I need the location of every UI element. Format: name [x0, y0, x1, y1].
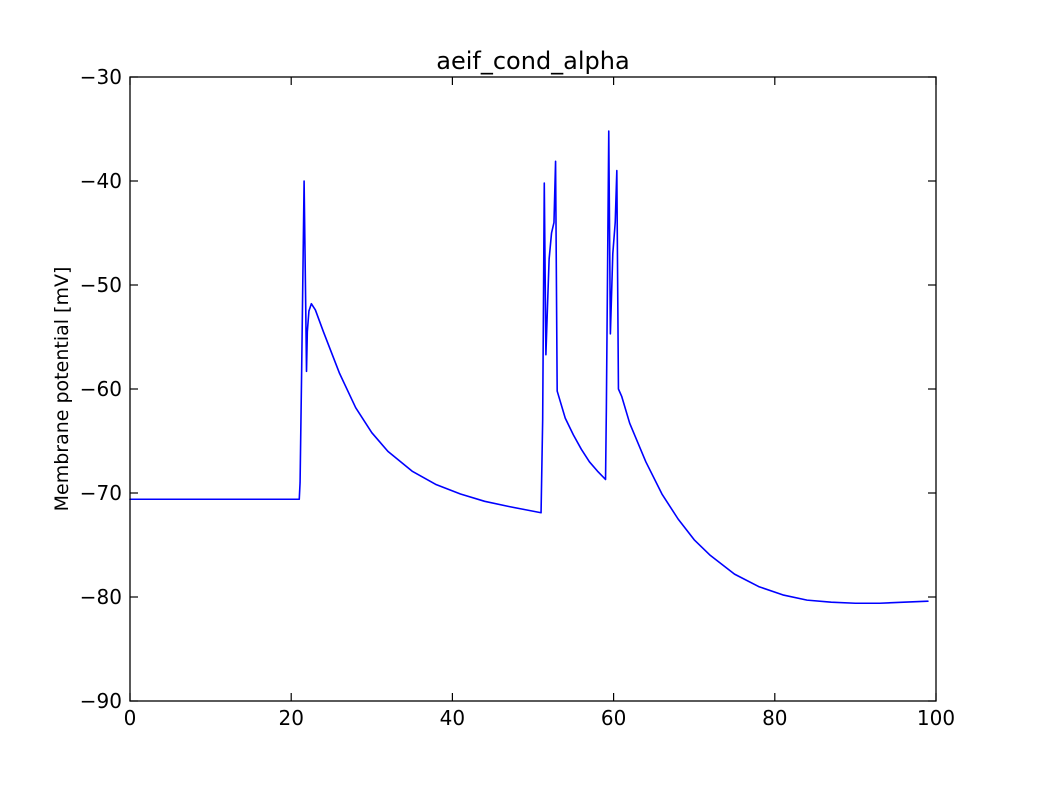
- y-tick-label: −50: [80, 273, 122, 297]
- plot-area: [130, 77, 936, 701]
- y-tick-label: −80: [80, 585, 122, 609]
- chart-title: aeif_cond_alpha: [436, 47, 629, 75]
- y-tick-label: −90: [80, 689, 122, 713]
- x-tick-label: 80: [762, 706, 787, 730]
- membrane-potential-line: [129, 130, 929, 605]
- x-tick-label: 0: [124, 706, 137, 730]
- x-tick-label: 40: [440, 706, 465, 730]
- y-tick-label: −30: [80, 65, 122, 89]
- x-tick-label: 20: [278, 706, 303, 730]
- y-tick-label: −60: [80, 377, 122, 401]
- plot-frame: [129, 76, 937, 702]
- x-tick-label: 60: [601, 706, 626, 730]
- y-tick-label: −70: [80, 481, 122, 505]
- tick-labels: 0 20 40 60 80 100 −90 −80 −70 −60 −50 −40 −30: [80, 65, 955, 730]
- x-tick-label: 100: [917, 706, 955, 730]
- y-tick-label: −40: [80, 169, 122, 193]
- y-axis-title: Membrane potential [mV]: [51, 267, 73, 512]
